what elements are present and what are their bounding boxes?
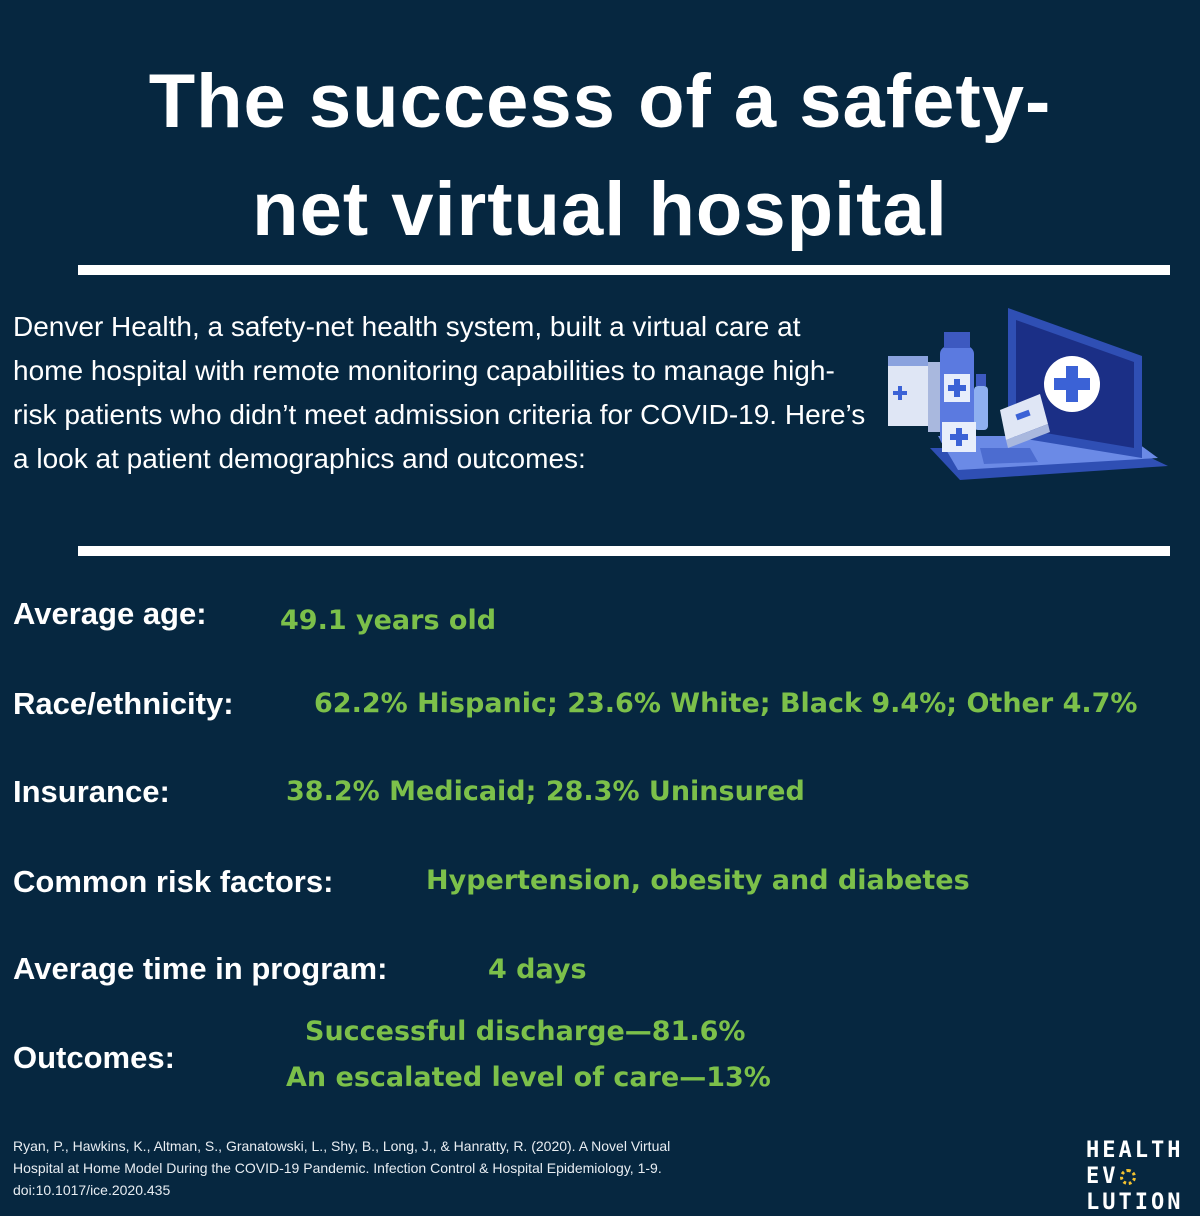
- stat-value-outcomes-discharge: Successful discharge—81.6%: [305, 1016, 746, 1047]
- stat-value-time: 4 days: [488, 954, 587, 985]
- title-line-1: The success of a safety-: [148, 59, 1052, 144]
- stat-value-race: 62.2% Hispanic; 23.6% White; Black 9.4%;…: [314, 688, 1138, 719]
- divider-bottom: [78, 546, 1170, 556]
- stat-label-race: Race/ethnicity:: [13, 686, 234, 721]
- stat-value-outcomes-escalated: An escalated level of care—13%: [286, 1062, 771, 1093]
- stat-label-time: Average time in program:: [13, 951, 388, 986]
- citation-line-2: Hospital at Home Model During the COVID-…: [13, 1160, 662, 1176]
- logo-line-2a: EV: [1086, 1164, 1119, 1189]
- sunburst-icon: [1119, 1169, 1136, 1185]
- title-line-2: net virtual hospital: [252, 167, 948, 252]
- laptop-medical-icon: [888, 308, 1168, 480]
- stat-label-outcomes: Outcomes:: [13, 1040, 175, 1075]
- logo-line-2b: LUTION: [1086, 1190, 1184, 1215]
- stat-label-age: Average age:: [13, 596, 207, 631]
- page-title: The success of a safety- net virtual hos…: [0, 48, 1200, 264]
- logo-line-2: EVLUTION: [1086, 1164, 1200, 1216]
- divider-top: [78, 265, 1170, 275]
- logo-line-1: HEALTH: [1086, 1138, 1184, 1163]
- intro-text: Denver Health, a safety-net health syste…: [13, 311, 866, 474]
- stat-label-risk: Common risk factors:: [13, 864, 334, 899]
- stat-value-risk: Hypertension, obesity and diabetes: [426, 865, 970, 896]
- citation-line-1: Ryan, P., Hawkins, K., Altman, S., Grana…: [13, 1138, 671, 1154]
- citation-line-3: doi:10.1017/ice.2020.435: [13, 1182, 171, 1198]
- health-evolution-logo: HEALTH EVLUTION: [1086, 1138, 1200, 1216]
- stat-label-insurance: Insurance:: [13, 774, 170, 809]
- citation: Ryan, P., Hawkins, K., Altman, S., Grana…: [13, 1135, 833, 1201]
- stat-value-insurance: 38.2% Medicaid; 28.3% Uninsured: [286, 776, 805, 807]
- stat-value-age: 49.1 years old: [280, 605, 497, 636]
